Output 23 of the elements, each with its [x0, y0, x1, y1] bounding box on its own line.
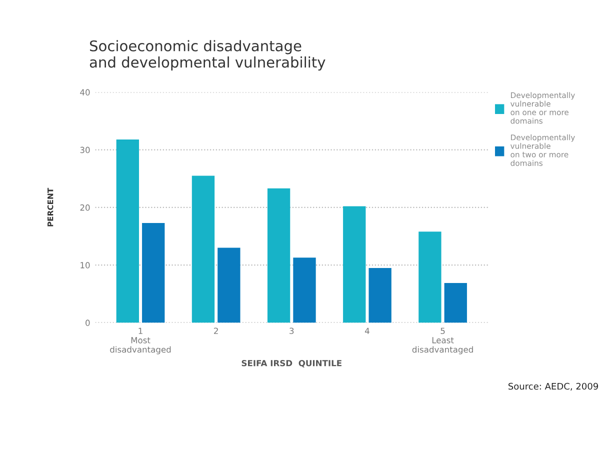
- x-tick-label: 4: [364, 328, 370, 334]
- x-axis-title: SEIFA IRSD QUINTILE: [242, 360, 342, 368]
- x-tick-label: 2: [214, 328, 218, 334]
- bar: [267, 188, 290, 323]
- bar: [343, 206, 366, 323]
- bar: [218, 248, 240, 323]
- bar: [368, 268, 392, 323]
- bar: [116, 139, 139, 323]
- x-tick-label: 1 Most disadvantaged: [110, 328, 171, 354]
- bar: [418, 232, 442, 323]
- bar: [444, 282, 467, 323]
- x-tick-label: 3: [290, 328, 294, 334]
- bar: [142, 223, 165, 323]
- y-tick-label: 20: [80, 204, 90, 211]
- chart-title: Socioeconomic disadvantage and developmental vulnerability: [90, 40, 326, 71]
- source-note: Source: AEDC, 2009: [508, 382, 598, 391]
- y-tick-label: 30: [80, 146, 90, 154]
- y-tick-label: 40: [80, 89, 90, 96]
- y-tick-label: 0: [86, 320, 90, 326]
- x-tick-label: 5 Least disadvantaged: [412, 328, 473, 354]
- bar: [293, 258, 316, 323]
- y-tick-label: 10: [80, 262, 90, 268]
- bar: [192, 176, 215, 323]
